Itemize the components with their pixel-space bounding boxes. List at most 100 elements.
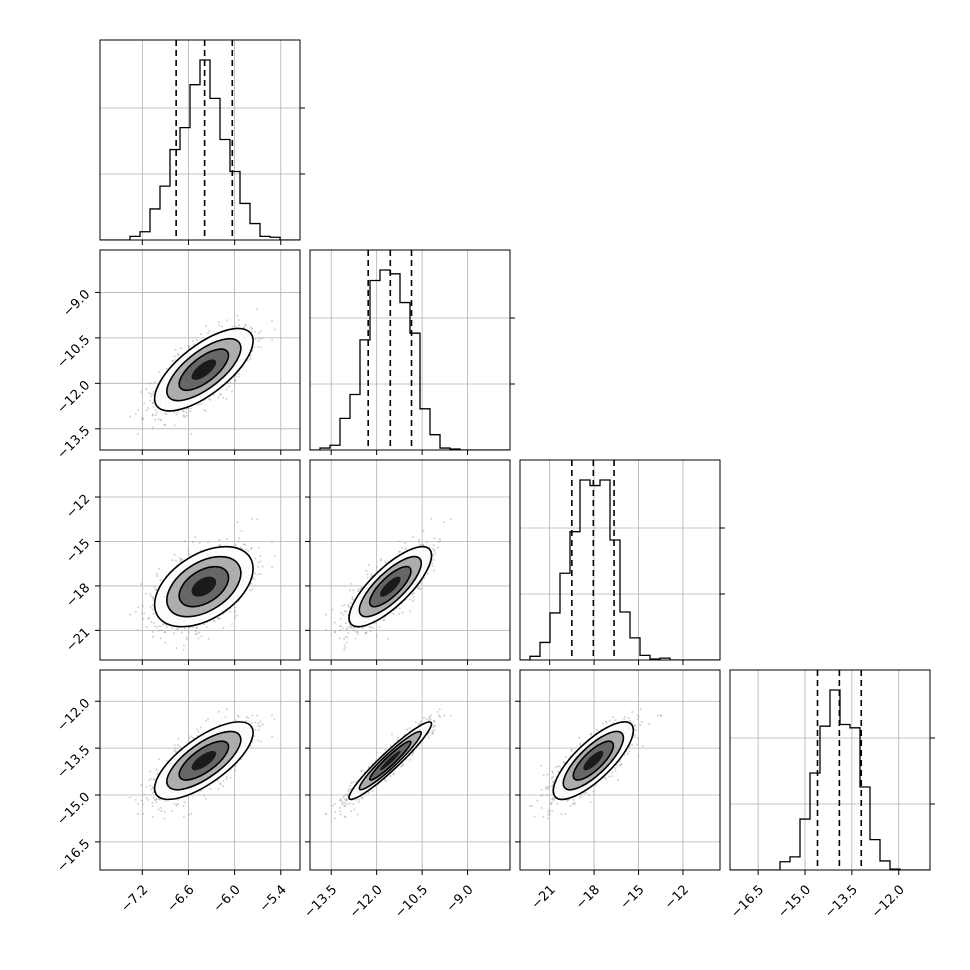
- scatter-point: [151, 604, 154, 607]
- scatter-point: [254, 721, 257, 724]
- scatter-point: [171, 360, 174, 363]
- scatter-point: [152, 390, 155, 393]
- scatter-point: [234, 325, 237, 328]
- scatter-point: [154, 798, 157, 801]
- y-tick-label: −12.0: [55, 696, 94, 735]
- scatter-point: [204, 797, 207, 800]
- scatter-point: [271, 339, 274, 342]
- scatter-point: [343, 648, 346, 651]
- scatter-point: [153, 380, 156, 383]
- scatter-point: [147, 407, 150, 410]
- scatter-point: [255, 308, 258, 311]
- scatter-point: [207, 637, 210, 640]
- scatter-point: [195, 626, 198, 629]
- scatter-point: [348, 606, 351, 609]
- scatter-point: [145, 785, 148, 788]
- panel-frame: [99, 249, 301, 451]
- scatter-point: [271, 541, 274, 544]
- panel-body: [100, 40, 300, 240]
- scatter-point: [397, 550, 400, 553]
- scatter-point: [171, 810, 174, 813]
- scatter-point: [366, 573, 369, 576]
- scatter-point: [259, 725, 262, 728]
- scatter-point: [159, 637, 162, 640]
- scatter-point: [219, 544, 222, 547]
- scatter-point: [185, 411, 188, 414]
- scatter-point: [149, 399, 152, 402]
- y-tick-label: −12.0: [55, 378, 94, 417]
- scatter-point: [225, 319, 228, 322]
- scatter-point: [140, 784, 143, 787]
- scatter-point: [339, 625, 342, 628]
- scatter-point: [423, 577, 426, 580]
- scatter-point: [249, 357, 252, 360]
- scatter-point: [164, 423, 167, 426]
- scatter-point: [261, 565, 264, 568]
- scatter-point: [179, 558, 182, 561]
- scatter-point: [259, 330, 262, 333]
- scatter-point: [151, 787, 154, 790]
- scatter-point: [209, 787, 212, 790]
- scatter-point: [389, 744, 392, 747]
- density-core: [380, 576, 401, 597]
- scatter-point: [152, 393, 155, 396]
- panel-body: [100, 460, 300, 660]
- scatter-point: [141, 604, 144, 607]
- scatter-point: [251, 517, 254, 520]
- scatter-point: [185, 636, 188, 639]
- scatter-point: [229, 776, 232, 779]
- scatter-point: [152, 778, 155, 781]
- scatter-point: [257, 332, 260, 335]
- scatter-point: [187, 346, 190, 349]
- scatter-point: [355, 798, 358, 801]
- scatter-point: [343, 794, 346, 797]
- scatter-point: [134, 610, 137, 613]
- scatter-point: [206, 332, 209, 335]
- scatter-point: [212, 619, 215, 622]
- scatter-point: [190, 812, 193, 815]
- scatter-point: [259, 338, 262, 341]
- scatter-point: [147, 391, 150, 394]
- scatter-point: [198, 631, 201, 634]
- y-tick-label: −13.5: [55, 743, 94, 782]
- scatter-point: [209, 398, 212, 401]
- scatter-point: [212, 394, 215, 397]
- scatter-point: [257, 345, 260, 348]
- scatter-point: [163, 424, 166, 427]
- scatter-point: [422, 530, 425, 533]
- scatter-point: [251, 714, 254, 717]
- scatter-point: [157, 629, 160, 632]
- scatter-point: [228, 385, 231, 388]
- scatter-point: [162, 623, 165, 626]
- scatter-point: [234, 380, 237, 383]
- x-tick-label: −5.4: [257, 882, 290, 915]
- scatter-point: [346, 636, 349, 639]
- panel-frame: [309, 249, 511, 451]
- scatter-point: [149, 395, 152, 398]
- scatter-point: [433, 548, 436, 551]
- scatter-point: [197, 403, 200, 406]
- scatter-point: [358, 798, 361, 801]
- scatter-point: [352, 598, 355, 601]
- scatter-point: [250, 326, 253, 329]
- scatter-point: [154, 589, 157, 592]
- scatter-point: [159, 798, 162, 801]
- scatter-point: [149, 784, 152, 787]
- scatter-point: [356, 631, 359, 634]
- scatter-point: [129, 613, 132, 616]
- scatter-point: [250, 547, 253, 550]
- scatter-point: [364, 632, 367, 635]
- scatter-point: [145, 625, 148, 628]
- scatter-point: [417, 541, 420, 544]
- scatter-point: [413, 592, 416, 595]
- scatter-point: [222, 396, 225, 399]
- scatter-point: [152, 612, 155, 615]
- scatter-point: [257, 546, 260, 549]
- scatter-panel-2-0: −21−18−15−12: [63, 459, 301, 665]
- scatter-point: [250, 546, 253, 549]
- scatter-point: [153, 622, 156, 625]
- scatter-point: [143, 793, 146, 796]
- scatter-point: [353, 629, 356, 632]
- scatter-point: [229, 381, 232, 384]
- scatter-point: [257, 565, 260, 568]
